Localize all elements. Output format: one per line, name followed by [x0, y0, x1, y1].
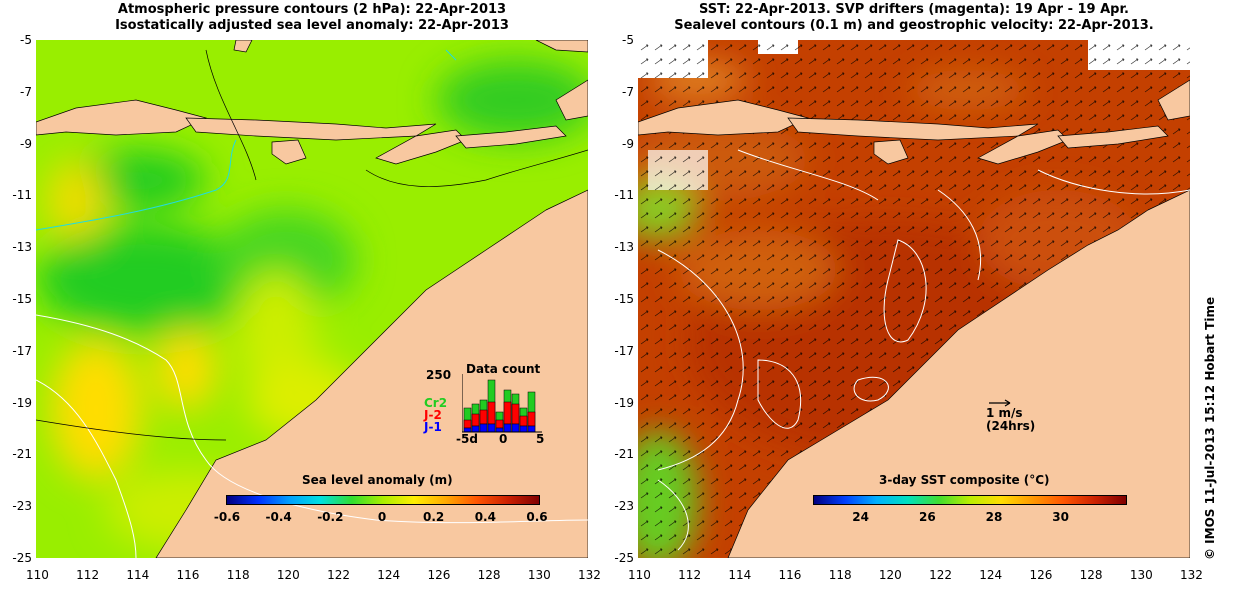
left-y-tick: -15	[12, 292, 32, 306]
right-y-tick: -25	[614, 551, 634, 565]
credit-text: © IMOS 11-Jul-2013 15:12 Hobart Time	[1203, 296, 1217, 560]
right-y-tick: -21	[614, 447, 634, 462]
right-y-tick: -7	[622, 84, 634, 99]
sst-colorbar-tick: 24	[852, 510, 869, 524]
sla-colorbar-tick: 0.2	[423, 510, 445, 524]
sst-map-svg	[638, 40, 1190, 558]
left-x-tick: 110	[26, 568, 49, 582]
right-x-tick: 112	[678, 568, 702, 582]
left-x-tick: 124	[377, 568, 401, 582]
data-count-legend-cr2: Cr2	[424, 396, 448, 410]
right-x-tick: 122	[929, 568, 952, 582]
sla-colorbar-label: Sea level anomaly (m)	[302, 473, 453, 487]
right-y-tick: -13	[614, 240, 634, 255]
sla-colorbar-tick: 0.6	[526, 510, 548, 524]
right-x-tick: 124	[979, 568, 1003, 582]
left-y-tick: -9	[20, 136, 32, 151]
sla-colorbar-tick: -0.6	[213, 510, 241, 524]
left-x-tick: 122	[327, 568, 350, 582]
right-y-tick: -17	[614, 343, 634, 358]
right-x-tick: 110	[628, 568, 651, 582]
left-y-tick: -21	[12, 447, 32, 462]
right-y-tick: -11	[614, 188, 634, 203]
left-x-tick: 132	[578, 568, 601, 582]
left-y-tick: -23	[12, 499, 32, 514]
right-x-tick: 114	[728, 568, 752, 582]
left-x-tick: 128	[477, 568, 501, 582]
right-y-tick: -15	[614, 292, 634, 306]
left-x-tick: 114	[126, 568, 150, 582]
scale-arrow-icon	[989, 399, 1011, 407]
sea-level-map-svg	[36, 40, 588, 558]
sst-colorbar-label: 3-day SST composite (°C)	[879, 473, 1050, 487]
sla-colorbar-tick: -0.2	[317, 510, 344, 524]
right-x-tick: 120	[878, 568, 902, 582]
left-y-tick: -19	[12, 395, 32, 410]
data-count-ymax: 250	[426, 368, 452, 382]
left-x-tick: 130	[527, 568, 551, 582]
right-x-tick: 132	[1180, 568, 1203, 582]
right-y-tick: -5	[622, 33, 634, 47]
sea-level-map	[36, 40, 588, 558]
velocity-scale-line1: 1 m/s	[986, 406, 1023, 420]
right-x-tick: 116	[778, 568, 802, 582]
right-title-line1: SST: 22-Apr-2013. SVP drifters (magenta)…	[699, 2, 1129, 17]
data-count-xtick-start: -5d	[456, 432, 478, 446]
velocity-scale-line2: (24hrs)	[986, 419, 1036, 433]
data-count-inset: Data count 250 Cr2 J-2 J-1 -5d 0 5	[418, 360, 548, 450]
sla-colorbar-tick: -0.4	[265, 510, 292, 524]
left-x-tick: 120	[276, 568, 300, 582]
left-y-tick: -17	[12, 343, 32, 358]
sst-map	[638, 40, 1190, 558]
left-x-tick: 118	[226, 568, 250, 582]
left-x-tick: 126	[427, 568, 451, 582]
sst-colorbar	[813, 495, 1127, 505]
data-count-bars	[462, 374, 542, 433]
left-y-tick: -5	[20, 33, 32, 47]
left-title-line1: Atmospheric pressure contours (2 hPa): 2…	[117, 2, 507, 17]
sla-colorbar	[226, 495, 540, 505]
left-y-tick: -11	[12, 188, 32, 203]
right-x-tick: 128	[1079, 568, 1103, 582]
sla-colorbar-tick: 0	[377, 510, 387, 524]
data-count-legend-j1: J-1	[424, 420, 442, 434]
left-x-tick: 116	[176, 568, 200, 582]
left-y-tick: -7	[20, 84, 32, 99]
right-x-tick: 126	[1029, 568, 1053, 582]
right-y-tick: -9	[622, 136, 634, 151]
data-count-legend-j2: J-2	[424, 408, 442, 422]
sst-colorbar-tick: 28	[985, 510, 1003, 524]
right-title: SST: 22-Apr-2013. SVP drifters (magenta)…	[638, 2, 1190, 34]
left-y-tick: -25	[12, 551, 32, 565]
sst-colorbar-tick: 30	[1052, 510, 1069, 524]
right-y-tick: -19	[614, 395, 634, 410]
data-count-xtick-zero: 0	[499, 432, 508, 446]
sla-colorbar-tick: 0.4	[474, 510, 496, 524]
left-title: Atmospheric pressure contours (2 hPa): 2…	[36, 2, 588, 34]
data-count-xtick-end: 5	[536, 432, 545, 446]
right-y-tick: -23	[614, 499, 634, 514]
sst-colorbar-tick: 26	[918, 510, 936, 524]
left-y-tick: -13	[12, 240, 32, 255]
right-x-tick: 118	[828, 568, 852, 582]
left-title-line2: Isostatically adjusted sea level anomaly…	[115, 18, 509, 33]
data-count-title: Data count	[466, 362, 541, 376]
left-x-tick: 112	[76, 568, 100, 582]
right-x-tick: 130	[1129, 568, 1153, 582]
right-title-line2: Sealevel contours (0.1 m) and geostrophi…	[674, 18, 1154, 33]
